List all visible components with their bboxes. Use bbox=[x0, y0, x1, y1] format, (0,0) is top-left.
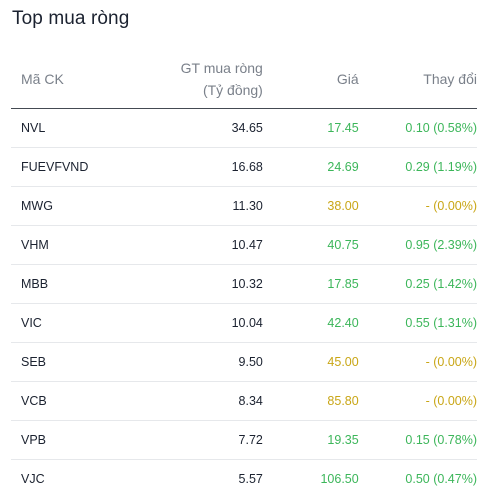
net-buy-value: 5.57 bbox=[238, 472, 263, 486]
net-buy-value: 7.72 bbox=[133, 420, 263, 460]
stock-code[interactable]: MBB bbox=[11, 264, 134, 304]
stock-code[interactable]: VJC bbox=[21, 472, 45, 486]
price: 45.00 bbox=[262, 342, 359, 382]
price-change: 0.10 (0.58%) bbox=[358, 108, 477, 148]
stock-code[interactable]: VPB bbox=[11, 420, 134, 460]
stock-code[interactable]: VIC bbox=[11, 303, 134, 343]
net-buy-table: Mã CK GT mua ròng (Tỷ đồng) Giá Thay đổi… bbox=[11, 50, 477, 498]
column-header-change: Thay đổi bbox=[358, 50, 477, 109]
net-buy-value: 11.30 bbox=[133, 186, 263, 226]
price-change: 0.50 (0.47%) bbox=[405, 472, 477, 486]
price-change: - (0.00%) bbox=[358, 186, 477, 226]
price: 24.69 bbox=[262, 147, 359, 187]
net-buy-value: 34.65 bbox=[133, 108, 263, 148]
price-change: 0.25 (1.42%) bbox=[358, 264, 477, 304]
stock-code[interactable]: VHM bbox=[11, 225, 134, 265]
table-row[interactable]: VIC 10.04 42.40 0.55 (1.31%) bbox=[11, 303, 477, 343]
column-header-code: Mã CK bbox=[11, 50, 134, 109]
price-change: - (0.00%) bbox=[358, 381, 477, 421]
column-header-net-buy-value-line2: (Tỷ đồng) bbox=[202, 82, 263, 98]
price-change: 0.55 (1.31%) bbox=[358, 303, 477, 343]
table-row[interactable]: MWG 11.30 38.00 - (0.00%) bbox=[11, 186, 477, 226]
stock-code[interactable]: NVL bbox=[11, 108, 134, 148]
net-buy-value: 9.50 bbox=[133, 342, 263, 382]
price-change: 0.29 (1.19%) bbox=[358, 147, 477, 187]
price: 40.75 bbox=[262, 225, 359, 265]
price: 19.35 bbox=[262, 420, 359, 460]
table-header-row: Mã CK GT mua ròng (Tỷ đồng) Giá Thay đổi bbox=[11, 50, 477, 109]
price: 17.45 bbox=[262, 108, 359, 148]
stock-code[interactable]: VCB bbox=[11, 381, 134, 421]
net-buy-value: 16.68 bbox=[133, 147, 263, 187]
price: 17.85 bbox=[262, 264, 359, 304]
stock-code[interactable]: FUEVFVND bbox=[11, 147, 134, 187]
net-buy-value: 10.32 bbox=[133, 264, 263, 304]
price-change: 0.15 (0.78%) bbox=[358, 420, 477, 460]
price-change: - (0.00%) bbox=[358, 342, 477, 382]
net-buy-value: 10.04 bbox=[133, 303, 263, 343]
widget-title: Top mua ròng bbox=[12, 8, 130, 29]
stock-code[interactable]: MWG bbox=[11, 186, 134, 226]
column-header-price: Giá bbox=[262, 50, 359, 109]
stock-code[interactable]: SEB bbox=[11, 342, 134, 382]
table-row[interactable]: VHM 10.47 40.75 0.95 (2.39%) bbox=[11, 225, 477, 265]
table-row[interactable]: VJC 5.57 106.50 0.50 (0.47%) bbox=[11, 460, 477, 499]
net-buy-value: 10.47 bbox=[133, 225, 263, 265]
price: 38.00 bbox=[262, 186, 359, 226]
column-header-net-buy-value-line1: GT mua ròng bbox=[180, 60, 263, 76]
column-header-net-buy-value: GT mua ròng (Tỷ đồng) bbox=[133, 50, 263, 109]
net-buy-value: 8.34 bbox=[133, 381, 263, 421]
table-row[interactable]: VPB 7.72 19.35 0.15 (0.78%) bbox=[11, 420, 477, 460]
table-row[interactable]: FUEVFVND 16.68 24.69 0.29 (1.19%) bbox=[11, 147, 477, 187]
price-change: 0.95 (2.39%) bbox=[358, 225, 477, 265]
price: 85.80 bbox=[262, 381, 359, 421]
price: 42.40 bbox=[262, 303, 359, 343]
price: 106.50 bbox=[320, 472, 359, 486]
table-row[interactable]: VCB 8.34 85.80 - (0.00%) bbox=[11, 381, 477, 421]
table-row[interactable]: MBB 10.32 17.85 0.25 (1.42%) bbox=[11, 264, 477, 304]
table-row[interactable]: SEB 9.50 45.00 - (0.00%) bbox=[11, 342, 477, 382]
table-row[interactable]: NVL 34.65 17.45 0.10 (0.58%) bbox=[11, 108, 477, 148]
